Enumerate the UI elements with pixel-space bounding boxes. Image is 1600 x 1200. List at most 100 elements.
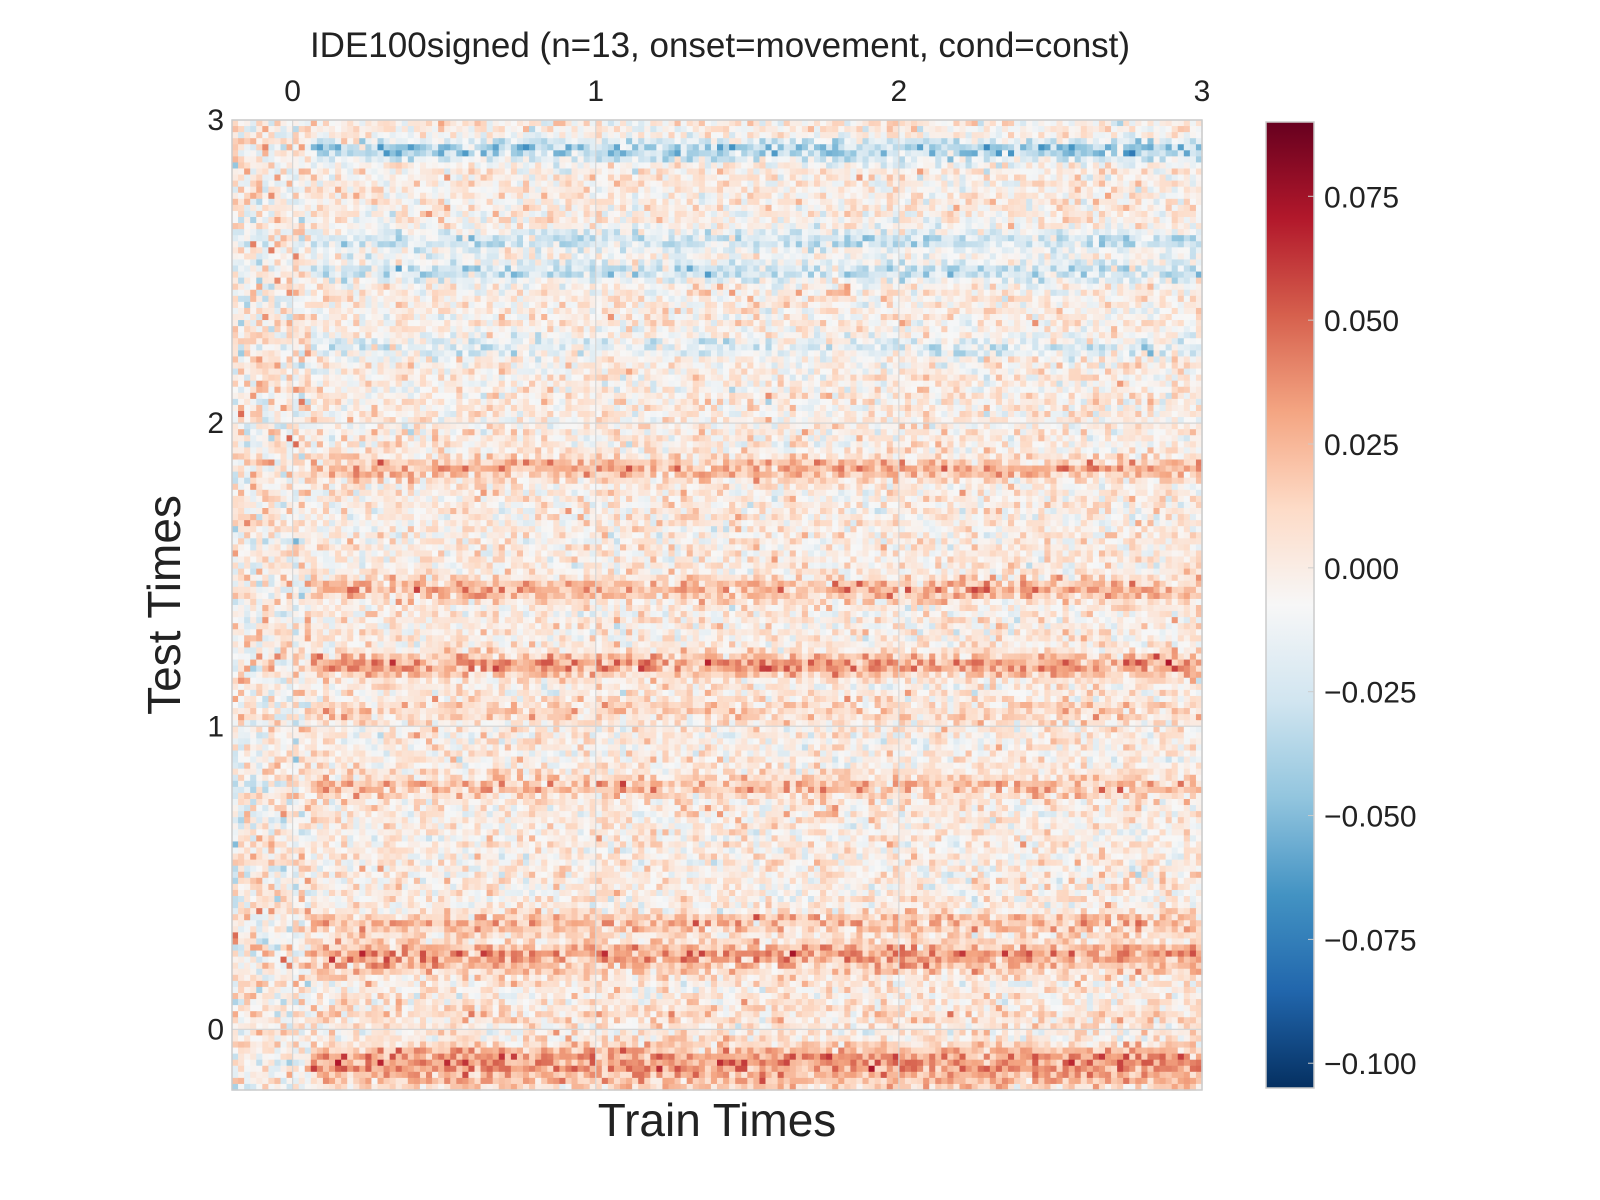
heatmap-cell bbox=[869, 150, 876, 157]
heatmap-cell bbox=[844, 259, 851, 266]
heatmap-cell bbox=[705, 290, 712, 297]
heatmap-cell bbox=[1129, 253, 1136, 260]
heatmap-cell bbox=[1166, 247, 1173, 254]
heatmap-cell bbox=[256, 266, 263, 273]
heatmap-cell bbox=[735, 187, 742, 194]
heatmap-cell bbox=[838, 284, 845, 291]
heatmap-cell bbox=[438, 296, 445, 303]
heatmap-cell bbox=[353, 120, 360, 127]
heatmap-cell bbox=[1081, 235, 1088, 242]
heatmap-cell bbox=[644, 120, 651, 127]
heatmap-cell bbox=[578, 132, 585, 139]
heatmap-cell bbox=[335, 302, 342, 309]
heatmap-cell bbox=[602, 217, 609, 224]
heatmap-cell bbox=[814, 302, 821, 309]
heatmap-cell bbox=[693, 217, 700, 224]
heatmap-cell bbox=[1111, 235, 1118, 242]
heatmap-cell bbox=[262, 126, 269, 133]
heatmap-cell bbox=[408, 253, 415, 260]
heatmap-cell bbox=[675, 199, 682, 206]
heatmap-cell bbox=[796, 211, 803, 218]
heatmap-cell bbox=[481, 175, 488, 182]
heatmap-cell bbox=[584, 247, 591, 254]
heatmap-cell bbox=[390, 229, 397, 236]
heatmap-cell bbox=[911, 278, 918, 285]
heatmap-cell bbox=[784, 205, 791, 212]
heatmap-cell bbox=[487, 187, 494, 194]
heatmap-cell bbox=[996, 247, 1003, 254]
heatmap-cell bbox=[565, 211, 572, 218]
heatmap-cell bbox=[529, 187, 536, 194]
heatmap-cell bbox=[608, 235, 615, 242]
heatmap-cell bbox=[1050, 290, 1057, 297]
heatmap-cell bbox=[1166, 223, 1173, 230]
heatmap-cell bbox=[347, 241, 354, 248]
heatmap-cell bbox=[1081, 120, 1088, 127]
heatmap-cell bbox=[711, 211, 718, 218]
heatmap-cell bbox=[481, 205, 488, 212]
heatmap-cell bbox=[359, 132, 366, 139]
heatmap-cell bbox=[274, 169, 281, 176]
heatmap-cell bbox=[547, 211, 554, 218]
heatmap-cell bbox=[1081, 278, 1088, 285]
heatmap-cell bbox=[462, 126, 469, 133]
heatmap-cell bbox=[911, 181, 918, 188]
heatmap-cell bbox=[402, 302, 409, 309]
heatmap-cell bbox=[662, 169, 669, 176]
heatmap-cell bbox=[626, 217, 633, 224]
heatmap-cell bbox=[341, 217, 348, 224]
heatmap-cell bbox=[402, 217, 409, 224]
heatmap-cell bbox=[699, 217, 706, 224]
heatmap-cell bbox=[790, 132, 797, 139]
heatmap-cell bbox=[414, 266, 421, 273]
heatmap-cell bbox=[826, 193, 833, 200]
heatmap-cell bbox=[438, 138, 445, 145]
heatmap-cell bbox=[632, 169, 639, 176]
heatmap-cell bbox=[396, 120, 403, 127]
heatmap-cell bbox=[232, 169, 239, 176]
heatmap-cell bbox=[644, 199, 651, 206]
heatmap-cell bbox=[553, 259, 560, 266]
heatmap-cell bbox=[317, 120, 324, 127]
heatmap-cell bbox=[753, 290, 760, 297]
heatmap-cell bbox=[420, 138, 427, 145]
heatmap-cell bbox=[553, 211, 560, 218]
heatmap-cell bbox=[323, 120, 330, 127]
heatmap-cell bbox=[772, 259, 779, 266]
heatmap-cell bbox=[869, 229, 876, 236]
heatmap-cell bbox=[1117, 199, 1124, 206]
heatmap-cell bbox=[850, 150, 857, 157]
heatmap-cell bbox=[953, 169, 960, 176]
heatmap-cell bbox=[432, 138, 439, 145]
heatmap-cell bbox=[347, 132, 354, 139]
heatmap-cell bbox=[584, 235, 591, 242]
heatmap-cell bbox=[505, 217, 512, 224]
heatmap-cell bbox=[353, 308, 360, 315]
heatmap-cell bbox=[1184, 175, 1191, 182]
heatmap-cell bbox=[723, 132, 730, 139]
heatmap-cell bbox=[820, 211, 827, 218]
heatmap-cell bbox=[390, 259, 397, 266]
heatmap-cell bbox=[960, 211, 967, 218]
heatmap-cell bbox=[790, 259, 797, 266]
heatmap-cell bbox=[335, 150, 342, 157]
heatmap-cell bbox=[941, 187, 948, 194]
heatmap-cell bbox=[972, 162, 979, 169]
heatmap-cell bbox=[523, 150, 530, 157]
heatmap-cell bbox=[244, 223, 251, 230]
heatmap-cell bbox=[632, 205, 639, 212]
heatmap-cell bbox=[990, 162, 997, 169]
heatmap-cell bbox=[499, 150, 506, 157]
heatmap-cell bbox=[371, 175, 378, 182]
heatmap-cell bbox=[687, 278, 694, 285]
heatmap-cell bbox=[681, 253, 688, 260]
heatmap-cell bbox=[650, 120, 657, 127]
heatmap-cell bbox=[353, 187, 360, 194]
heatmap-cell bbox=[262, 169, 269, 176]
heatmap-cell bbox=[420, 284, 427, 291]
heatmap-cell bbox=[402, 284, 409, 291]
heatmap-cell bbox=[1014, 199, 1021, 206]
heatmap-cell bbox=[699, 302, 706, 309]
heatmap-cell bbox=[432, 211, 439, 218]
heatmap-cell bbox=[238, 247, 245, 254]
